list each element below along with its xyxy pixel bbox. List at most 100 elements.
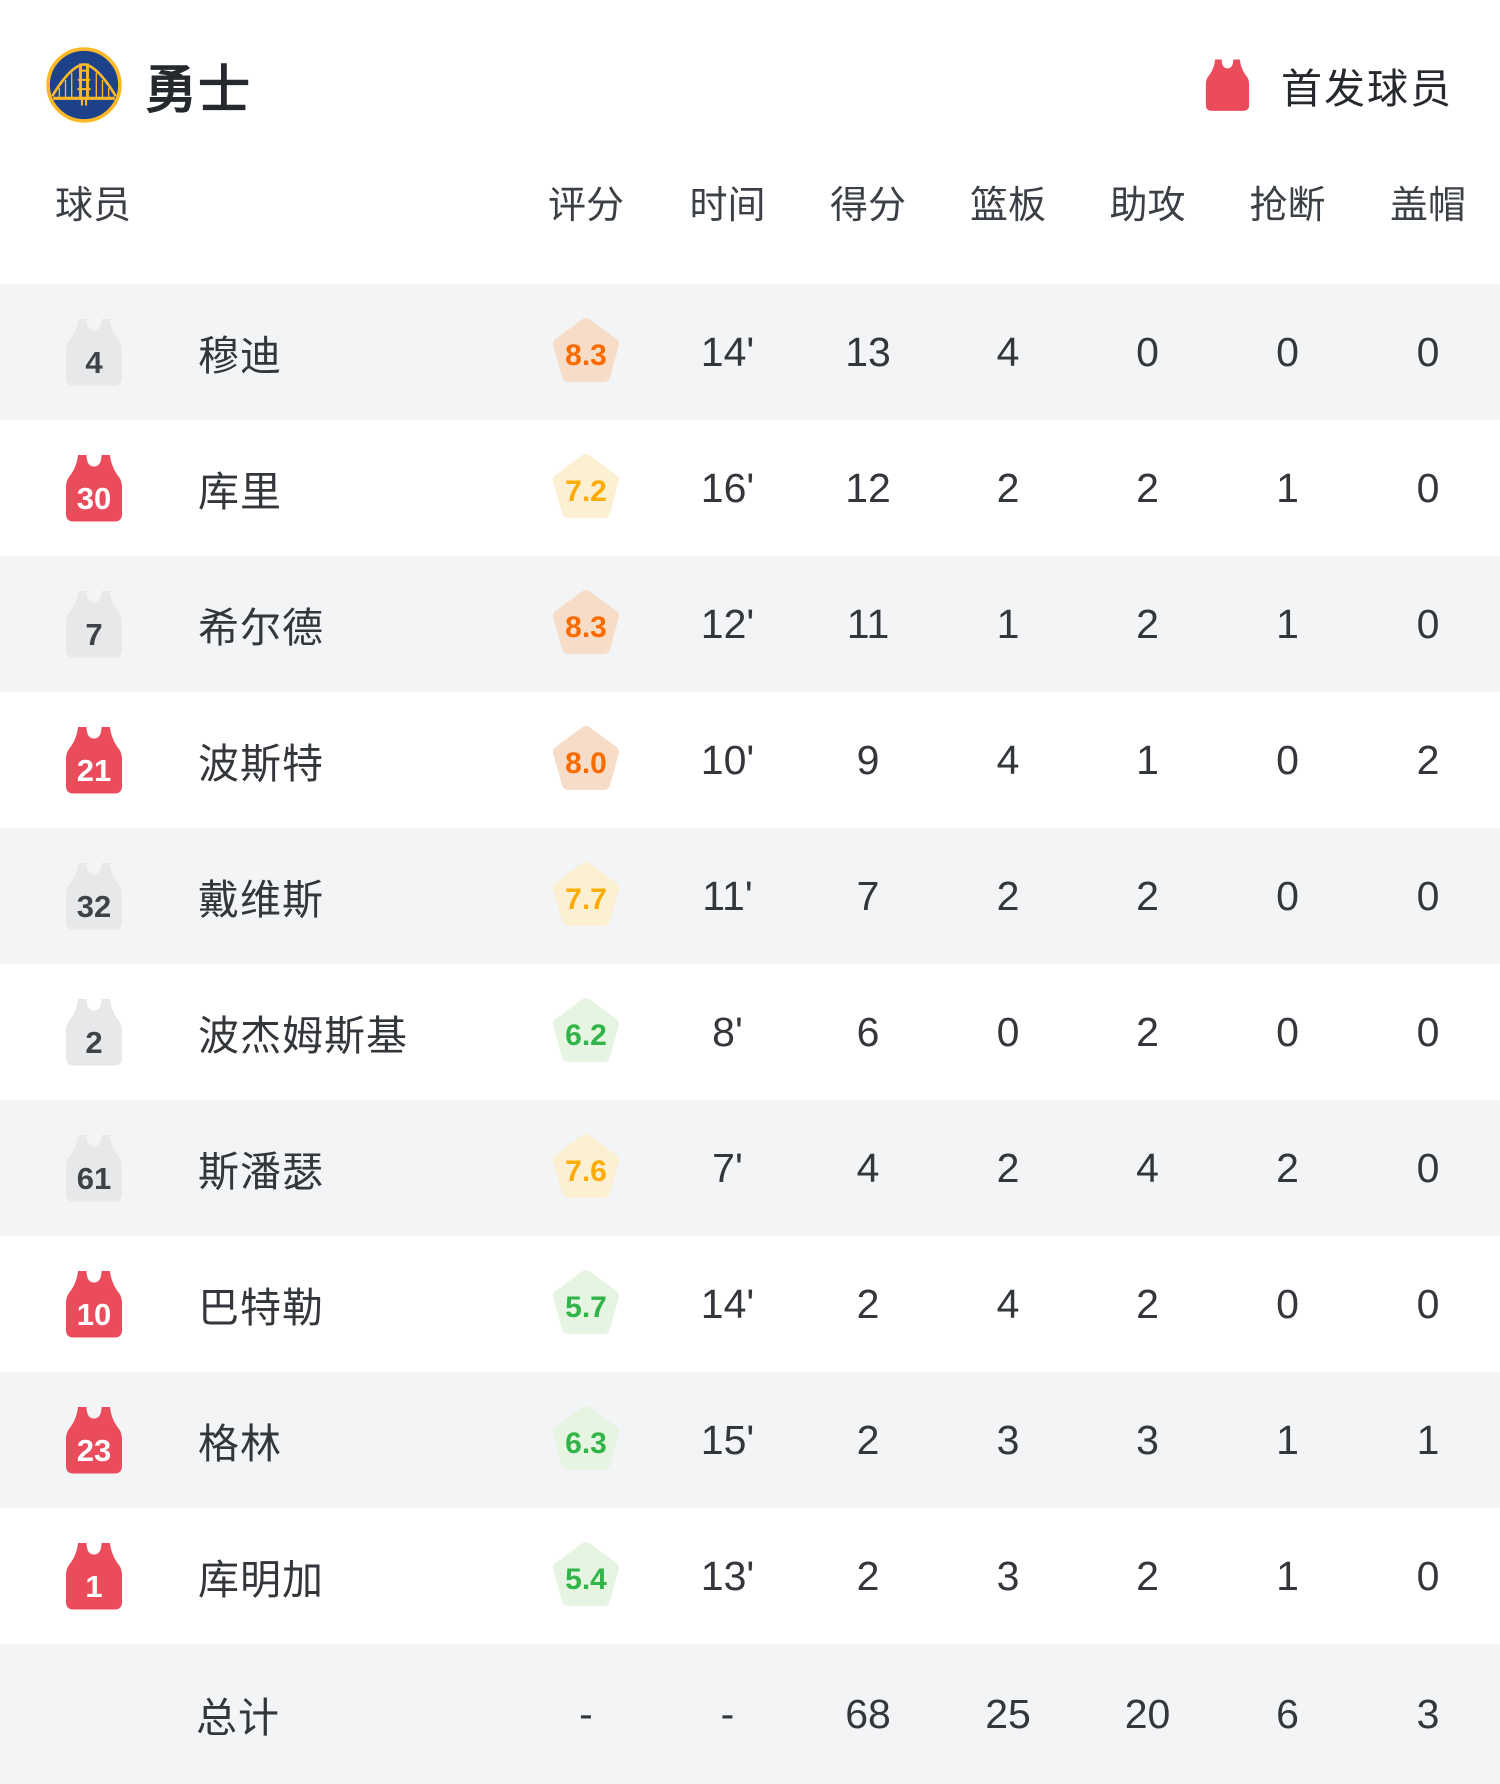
player-row[interactable]: 7 希尔德 8.3 12' 11 1 2 1 0 xyxy=(0,556,1500,692)
assists-value: 2 xyxy=(1136,1008,1159,1055)
rebounds-value: 3 xyxy=(996,1552,1020,1599)
jersey-number: 2 xyxy=(85,1025,103,1060)
rating-badge: 6.3 xyxy=(550,1405,622,1475)
column-header: 时间 xyxy=(689,185,766,227)
points-value: 2 xyxy=(856,1552,880,1599)
player-row[interactable]: 1 库明加 5.4 13' 2 3 2 1 0 xyxy=(0,1508,1500,1644)
player-name: 库明加 xyxy=(198,1557,324,1603)
total-steals: 6 xyxy=(1276,1690,1299,1737)
time-value: 10' xyxy=(700,736,755,783)
time-value: 7' xyxy=(712,1144,743,1191)
steals-value: 2 xyxy=(1276,1144,1299,1191)
starter-legend: 首发球员 xyxy=(1204,55,1453,115)
jersey-icon: 30 xyxy=(64,453,124,523)
assists-value: 1 xyxy=(1136,736,1159,783)
jersey-number: 1 xyxy=(85,1569,103,1604)
total-rebounds: 25 xyxy=(985,1690,1031,1737)
blocks-value: 0 xyxy=(1416,1280,1440,1327)
rating-value: 7.7 xyxy=(565,883,607,916)
steals-value: 1 xyxy=(1276,464,1299,511)
player-row[interactable]: 10 巴特勒 5.7 14' 2 4 2 0 0 xyxy=(0,1236,1500,1372)
starter-jersey-icon xyxy=(1205,59,1250,111)
rating-value: 7.2 xyxy=(565,475,607,508)
jersey-icon: 2 xyxy=(64,997,124,1067)
steals-value: 0 xyxy=(1276,1008,1299,1055)
time-value: 14' xyxy=(700,1280,755,1327)
blocks-value: 2 xyxy=(1416,736,1440,783)
rebounds-value: 4 xyxy=(996,1280,1020,1327)
player-row[interactable]: 23 格林 6.3 15' 2 3 3 1 1 xyxy=(0,1372,1500,1508)
points-value: 2 xyxy=(856,1416,880,1463)
jersey-icon: 32 xyxy=(64,861,124,931)
total-row: 总计 - - 68 25 20 6 3 xyxy=(0,1644,1500,1784)
column-header: 篮板 xyxy=(969,185,1046,227)
time-value: 11' xyxy=(702,872,753,919)
blocks-value: 0 xyxy=(1416,1144,1440,1191)
jersey-icon: 7 xyxy=(64,589,124,659)
jersey-number: 10 xyxy=(76,1297,112,1332)
player-row[interactable]: 21 波斯特 8.0 10' 9 4 1 0 2 xyxy=(0,692,1500,828)
player-row[interactable]: 61 斯潘瑟 7.6 7' 4 2 4 2 0 xyxy=(0,1100,1500,1236)
player-name: 戴维斯 xyxy=(198,877,324,923)
jersey-number: 23 xyxy=(76,1433,112,1468)
rebounds-value: 4 xyxy=(996,328,1020,375)
jersey-icon: 1 xyxy=(64,1541,124,1611)
rating-badge: 8.0 xyxy=(550,725,622,795)
total-label: 总计 xyxy=(196,1695,280,1741)
jersey-icon: 4 xyxy=(64,317,124,387)
player-name: 库里 xyxy=(198,469,282,515)
player-name: 波斯特 xyxy=(198,741,324,787)
rebounds-value: 2 xyxy=(996,872,1020,919)
time-value: 13' xyxy=(700,1552,755,1599)
player-name: 希尔德 xyxy=(198,605,324,651)
time-value: 15' xyxy=(700,1416,755,1463)
column-header: 助攻 xyxy=(1109,185,1186,227)
time-value: 16' xyxy=(700,464,755,511)
assists-value: 2 xyxy=(1136,1552,1159,1599)
rating-badge: 6.2 xyxy=(550,997,622,1067)
player-row[interactable]: 32 戴维斯 7.7 11' 7 2 2 0 0 xyxy=(0,828,1500,964)
player-name: 巴特勒 xyxy=(198,1285,324,1331)
player-name: 波杰姆斯基 xyxy=(198,1013,408,1059)
player-row[interactable]: 2 波杰姆斯基 6.2 8' 6 0 2 0 0 xyxy=(0,964,1500,1100)
blocks-value: 0 xyxy=(1416,872,1440,919)
player-name: 穆迪 xyxy=(198,333,282,379)
blocks-value: 0 xyxy=(1416,1008,1440,1055)
assists-value: 4 xyxy=(1136,1144,1159,1191)
top-bar: 勇士 首发球员 xyxy=(0,0,1500,150)
time-value: 14' xyxy=(700,328,755,375)
assists-value: 2 xyxy=(1136,464,1159,511)
player-name: 斯潘瑟 xyxy=(198,1149,324,1195)
team-name: 勇士 xyxy=(145,61,252,120)
rating-badge: 7.6 xyxy=(550,1133,622,1203)
points-value: 12 xyxy=(845,464,891,511)
column-header: 抢断 xyxy=(1249,185,1326,227)
rebounds-value: 3 xyxy=(996,1416,1020,1463)
starter-legend-label: 首发球员 xyxy=(1281,66,1453,112)
rating-value: 8.0 xyxy=(565,747,607,780)
rebounds-value: 2 xyxy=(996,1144,1020,1191)
steals-value: 0 xyxy=(1276,1280,1299,1327)
steals-value: 0 xyxy=(1276,328,1299,375)
total-time: - xyxy=(720,1690,735,1737)
rating-value: 5.4 xyxy=(565,1563,607,1596)
points-value: 9 xyxy=(856,736,880,783)
jersey-icon: 21 xyxy=(64,725,124,795)
rebounds-value: 4 xyxy=(996,736,1020,783)
total-points: 68 xyxy=(845,1690,891,1737)
steals-value: 0 xyxy=(1276,872,1299,919)
rating-value: 5.7 xyxy=(565,1291,607,1324)
total-assists: 20 xyxy=(1124,1690,1171,1737)
player-row[interactable]: 4 穆迪 8.3 14' 13 4 0 0 0 xyxy=(0,284,1500,420)
steals-value: 1 xyxy=(1276,1552,1299,1599)
player-row[interactable]: 30 库里 7.2 16' 12 2 2 1 0 xyxy=(0,420,1500,556)
rebounds-value: 1 xyxy=(996,600,1020,647)
blocks-value: 0 xyxy=(1416,328,1440,375)
jersey-number: 30 xyxy=(76,481,112,516)
steals-value: 1 xyxy=(1276,1416,1299,1463)
table-body: 4 穆迪 8.3 14' 13 4 0 0 0 30 库 xyxy=(0,284,1500,1644)
steals-value: 0 xyxy=(1276,736,1299,783)
points-value: 7 xyxy=(856,872,880,919)
time-value: 12' xyxy=(700,600,755,647)
